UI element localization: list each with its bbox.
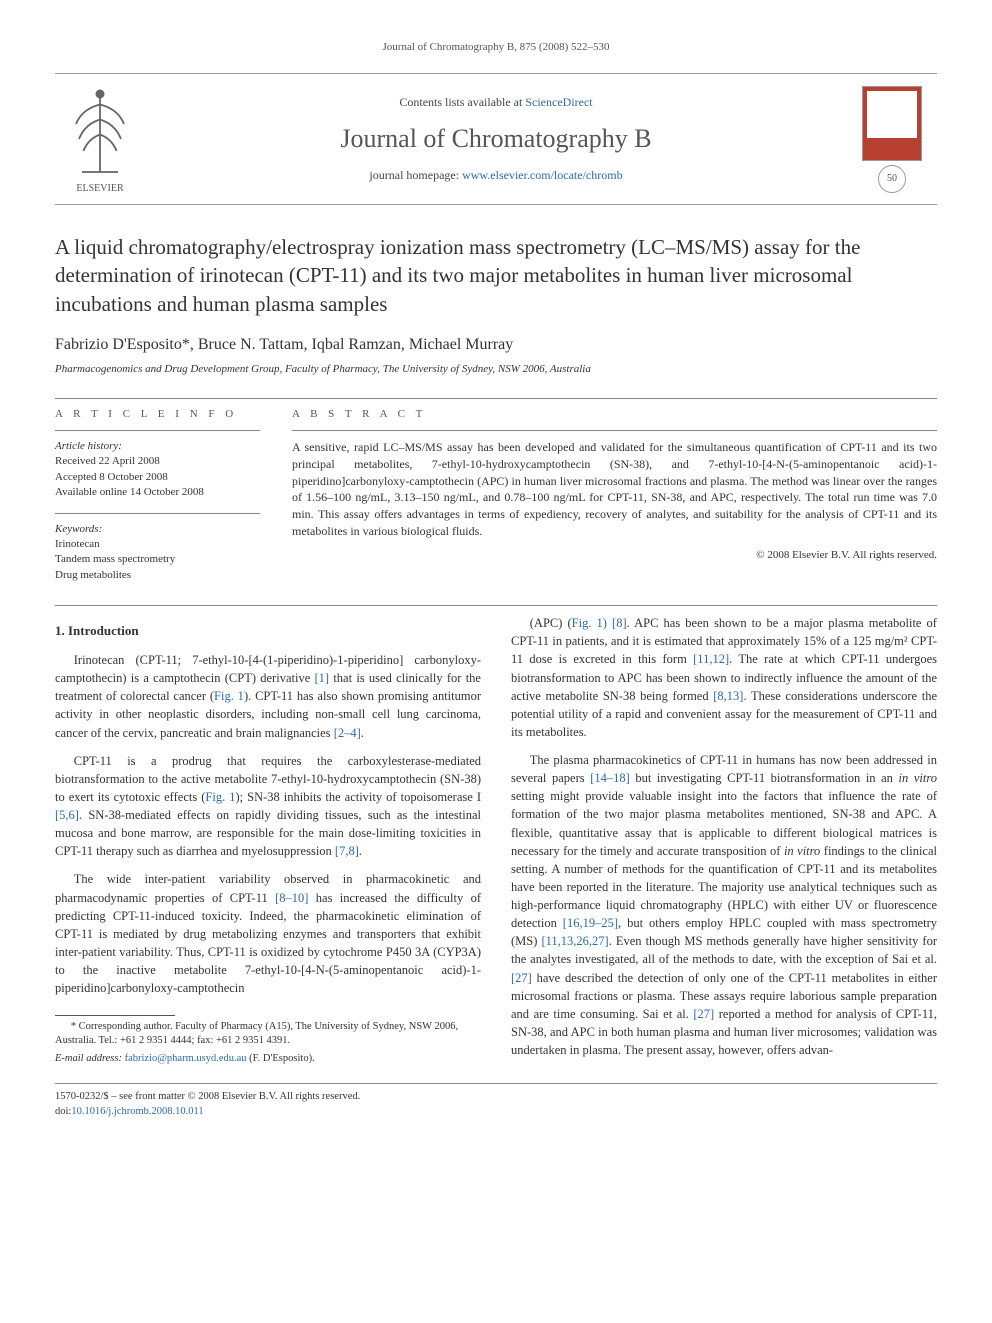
journal-masthead: ELSEVIER Contents lists available at Sci… bbox=[55, 73, 937, 205]
journal-cover-icon bbox=[862, 86, 922, 161]
citation-link[interactable]: [8–10] bbox=[275, 891, 308, 905]
citation-link[interactable]: [1] bbox=[315, 671, 330, 685]
homepage-prefix: journal homepage: bbox=[369, 168, 462, 182]
p4-text-a: (APC) ( bbox=[530, 616, 572, 630]
homepage-link[interactable]: www.elsevier.com/locate/chromb bbox=[462, 168, 623, 182]
contents-prefix: Contents lists available at bbox=[399, 95, 525, 109]
contents-available-line: Contents lists available at ScienceDirec… bbox=[145, 94, 847, 111]
citation-link[interactable]: [7,8] bbox=[335, 844, 359, 858]
doi-link[interactable]: 10.1016/j.jchromb.2008.10.011 bbox=[71, 1106, 203, 1117]
abstract-text: A sensitive, rapid LC–MS/MS assay has be… bbox=[292, 439, 937, 540]
citation-link[interactable]: [27] bbox=[511, 971, 532, 985]
figure-link[interactable]: Fig. 1 bbox=[205, 790, 235, 804]
abstract-copyright: © 2008 Elsevier B.V. All rights reserved… bbox=[292, 548, 937, 563]
keyword-2: Tandem mass spectrometry bbox=[55, 552, 260, 567]
citation-link[interactable]: [8,13] bbox=[713, 689, 743, 703]
paragraph-4: (APC) (Fig. 1) [8]. APC has been shown t… bbox=[511, 614, 937, 741]
article-title: A liquid chromatography/electrospray ion… bbox=[55, 233, 937, 318]
paragraph-5: The plasma pharmacokinetics of CPT-11 in… bbox=[511, 751, 937, 1059]
paragraph-1: Irinotecan (CPT-11; 7-ethyl-10-[4-(1-pip… bbox=[55, 651, 481, 742]
article-history-head: Article history: bbox=[55, 439, 260, 454]
homepage-line: journal homepage: www.elsevier.com/locat… bbox=[145, 167, 847, 184]
affiliation: Pharmacogenomics and Drug Development Gr… bbox=[55, 362, 937, 377]
body-two-column: 1. Introduction Irinotecan (CPT-11; 7-et… bbox=[55, 614, 937, 1069]
email-line: E-mail address: fabrizio@pharm.usyd.edu.… bbox=[55, 1052, 481, 1066]
footnote-block: * Corresponding author. Faculty of Pharm… bbox=[55, 1020, 481, 1065]
p2-text-c: . SN-38-mediated effects on rapidly divi… bbox=[55, 808, 481, 858]
anniversary-badge-icon: 50 bbox=[878, 165, 906, 193]
received-date: Received 22 April 2008 bbox=[55, 454, 260, 469]
paragraph-2: CPT-11 is a prodrug that requires the ca… bbox=[55, 752, 481, 861]
citation-link[interactable]: [16,19–25] bbox=[563, 916, 618, 930]
email-label: E-mail address: bbox=[55, 1053, 125, 1064]
elsevier-tree-icon bbox=[55, 82, 145, 180]
keyword-1: Irinotecan bbox=[55, 537, 260, 552]
figure-link[interactable]: Fig. 1 bbox=[214, 689, 244, 703]
figure-link[interactable]: Fig. 1 bbox=[572, 616, 603, 630]
p3-text-b: has increased the difficulty of predicti… bbox=[55, 891, 481, 996]
citation-link[interactable]: [11,13,26,27] bbox=[541, 934, 608, 948]
p2-text-d: . bbox=[359, 844, 362, 858]
keyword-3: Drug metabolites bbox=[55, 568, 260, 583]
accepted-date: Accepted 8 October 2008 bbox=[55, 470, 260, 485]
publisher-logo-block: ELSEVIER bbox=[55, 82, 145, 196]
abstract-label: A B S T R A C T bbox=[292, 407, 937, 422]
elsevier-label: ELSEVIER bbox=[76, 182, 123, 196]
footnote-rule bbox=[55, 1015, 175, 1016]
cover-thumb-block: 50 bbox=[847, 86, 937, 193]
abstract-column: A B S T R A C T A sensitive, rapid LC–MS… bbox=[292, 407, 937, 584]
citation-link[interactable]: [14–18] bbox=[590, 771, 630, 785]
journal-name: Journal of Chromatography B bbox=[145, 121, 847, 157]
email-link[interactable]: fabrizio@pharm.usyd.edu.au bbox=[125, 1053, 247, 1064]
email-suffix: (F. D'Esposito). bbox=[247, 1053, 315, 1064]
p1-text-d: . bbox=[361, 726, 364, 740]
in-vitro-1: in vitro bbox=[899, 771, 937, 785]
authors-line: Fabrizio D'Esposito*, Bruce N. Tattam, I… bbox=[55, 334, 937, 356]
citation-link[interactable]: [2–4] bbox=[334, 726, 361, 740]
p5-text-b: but investigating CPT-11 biotransformati… bbox=[630, 771, 899, 785]
citation-link[interactable]: [27] bbox=[693, 1007, 714, 1021]
divider bbox=[55, 398, 937, 399]
sciencedirect-link[interactable]: ScienceDirect bbox=[525, 95, 592, 109]
doi-line: doi:10.1016/j.jchromb.2008.10.011 bbox=[55, 1105, 360, 1120]
citation-link[interactable]: ) [8] bbox=[603, 616, 627, 630]
citation-link[interactable]: [11,12] bbox=[693, 652, 729, 666]
keywords-head: Keywords: bbox=[55, 522, 260, 537]
section-1-heading: 1. Introduction bbox=[55, 622, 481, 641]
article-info-column: A R T I C L E I N F O Article history: R… bbox=[55, 407, 260, 584]
p2-text-b: ); SN-38 inhibits the activity of topois… bbox=[235, 790, 481, 804]
paragraph-3: The wide inter-patient variability obser… bbox=[55, 870, 481, 997]
front-matter-line: 1570-0232/$ – see front matter © 2008 El… bbox=[55, 1090, 360, 1105]
running-head: Journal of Chromatography B, 875 (2008) … bbox=[55, 40, 937, 55]
footer-left: 1570-0232/$ – see front matter © 2008 El… bbox=[55, 1090, 360, 1119]
article-info-label: A R T I C L E I N F O bbox=[55, 407, 260, 422]
footer-bar: 1570-0232/$ – see front matter © 2008 El… bbox=[55, 1083, 937, 1119]
citation-link[interactable]: [5,6] bbox=[55, 808, 79, 822]
corresponding-author: * Corresponding author. Faculty of Pharm… bbox=[55, 1020, 481, 1047]
in-vitro-2: in vitro bbox=[784, 844, 820, 858]
online-date: Available online 14 October 2008 bbox=[55, 485, 260, 500]
doi-prefix: doi: bbox=[55, 1106, 71, 1117]
divider bbox=[55, 605, 937, 606]
